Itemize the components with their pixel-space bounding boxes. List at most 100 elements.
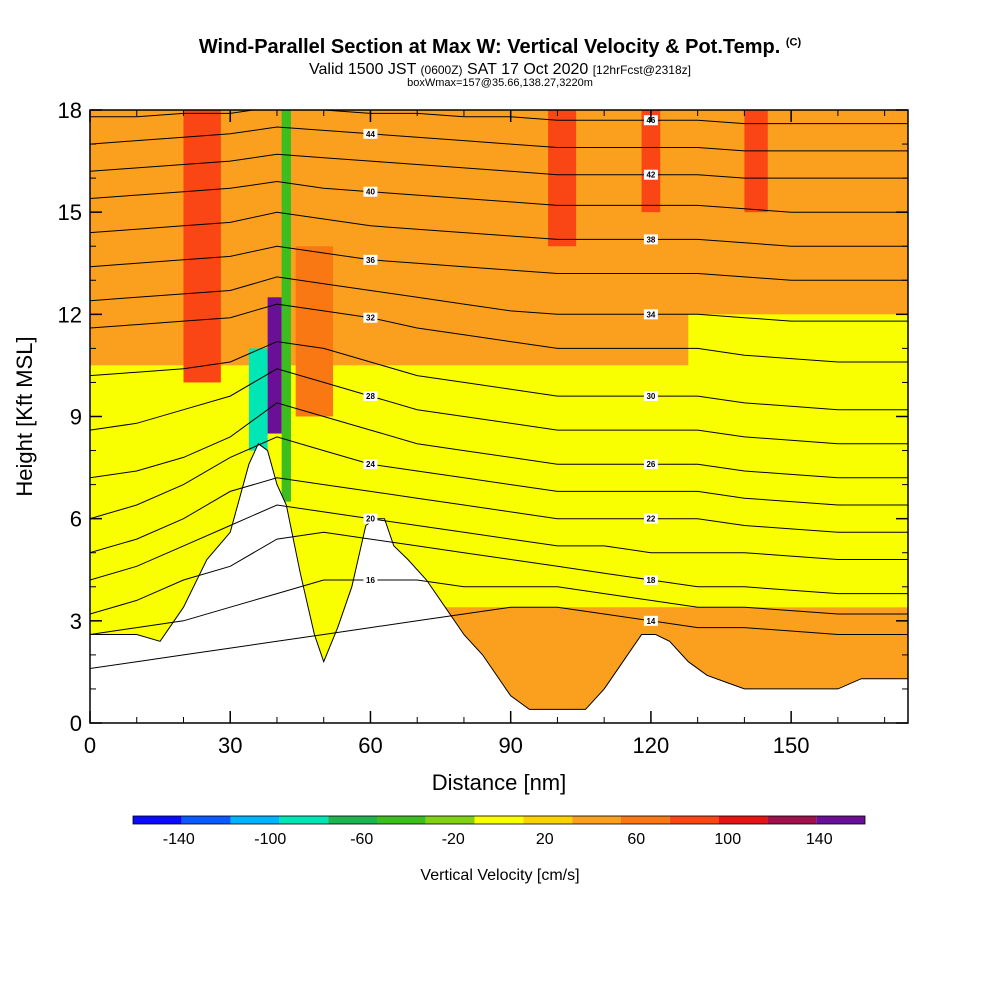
colorbar-label-0: -140	[163, 831, 195, 848]
colorbar-swatch-12	[718, 816, 768, 824]
theta-contour-46	[90, 110, 908, 125]
theta-contour-label-36: 36	[363, 254, 378, 265]
svg-text:34: 34	[646, 310, 655, 319]
y-tick-label-12: 12	[58, 302, 82, 327]
theta-contour-34	[90, 276, 908, 322]
theta-contour-36	[90, 245, 908, 281]
theta-contours: 1416182022242628303234363840424446	[90, 110, 908, 669]
colorbar-swatch-11	[669, 816, 719, 824]
colorbar-label-6: 100	[714, 831, 741, 848]
svg-text:32: 32	[366, 314, 375, 323]
svg-text:30: 30	[646, 392, 655, 401]
chart-subtitle: Valid 1500 JST (0600Z) SAT 17 Oct 2020 […	[309, 61, 691, 78]
colorbar-swatch-1	[181, 816, 231, 824]
theta-contour-38	[90, 211, 908, 247]
theta-contour-26	[90, 402, 908, 479]
colorbar-swatch-14	[816, 816, 865, 824]
chart-title: Wind-Parallel Section at Max W: Vertical…	[198, 36, 802, 58]
colorbar-label-7: 140	[806, 831, 833, 848]
colorbar-swatch-2	[230, 816, 280, 824]
velocity-region-7	[744, 110, 768, 213]
svg-text:24: 24	[366, 460, 375, 469]
theta-contour-label-14: 14	[643, 615, 658, 626]
colorbar-title: Vertical Velocity [cm/s]	[420, 867, 579, 884]
terrain-layer	[89, 442, 909, 724]
theta-contour-label-32: 32	[363, 312, 378, 323]
svg-text:36: 36	[366, 256, 375, 265]
terrain	[89, 442, 909, 724]
theta-contour-label-22: 22	[643, 513, 658, 524]
colorbar-swatch-13	[767, 816, 817, 824]
theta-contour-28	[90, 368, 908, 445]
colorbar-label-1: -100	[254, 831, 286, 848]
svg-text:42: 42	[646, 171, 655, 180]
colorbar-swatch-0	[133, 816, 182, 824]
colorbar-swatch-4	[328, 816, 377, 824]
theta-contour-14	[90, 606, 908, 669]
theta-contour-18	[90, 531, 908, 615]
x-tick-label-120: 120	[633, 733, 670, 758]
svg-text:38: 38	[646, 235, 655, 244]
theta-contour-label-16: 16	[363, 574, 378, 585]
svg-text:16: 16	[366, 576, 375, 585]
colorbar-swatch-6	[425, 816, 475, 824]
theta-contour-label-30: 30	[643, 391, 658, 402]
colorbar-swatch-8	[523, 816, 573, 824]
x-tick-label-0: 0	[84, 733, 96, 758]
velocity-region-11	[688, 314, 908, 608]
theta-contour-42	[90, 153, 908, 179]
x-tick-label-60: 60	[358, 733, 382, 758]
y-tick-label-15: 15	[58, 200, 82, 225]
theta-contour-label-18: 18	[643, 574, 658, 585]
svg-text:40: 40	[366, 188, 375, 197]
theta-contour-30	[90, 341, 908, 411]
colorbar-swatch-10	[621, 816, 670, 824]
svg-text:20: 20	[366, 515, 375, 524]
theta-contour-label-40: 40	[363, 186, 378, 197]
velocity-region-8	[248, 348, 268, 451]
theta-contour-label-34: 34	[643, 309, 658, 320]
y-tick-label-6: 6	[70, 507, 82, 532]
theta-contour-label-42: 42	[643, 169, 658, 180]
theta-contour-label-44: 44	[363, 128, 378, 139]
velocity-region-3	[183, 110, 221, 383]
x-tick-label-90: 90	[498, 733, 522, 758]
x-tick-label-30: 30	[218, 733, 242, 758]
y-tick-label-9: 9	[70, 405, 82, 430]
colorbar-swatch-3	[279, 816, 329, 824]
svg-text:22: 22	[646, 515, 655, 524]
velocity-field	[90, 110, 908, 723]
y-tick-label-18: 18	[58, 98, 82, 123]
velocity-region-9	[267, 297, 282, 434]
x-axis-label: Distance [nm]	[432, 770, 567, 795]
svg-text:28: 28	[366, 392, 375, 401]
y-tick-label-0: 0	[70, 711, 82, 736]
colorbar-swatch-9	[572, 816, 621, 824]
theta-contour-label-28: 28	[363, 391, 378, 402]
theta-contour-label-24: 24	[363, 459, 378, 470]
theta-contour-40	[90, 180, 908, 213]
y-axis-label: Height [Kft MSL]	[12, 336, 37, 496]
copyright-mark: (C)	[785, 36, 802, 49]
colorbar-label-2: -60	[350, 831, 373, 848]
svg-text:44: 44	[366, 130, 375, 139]
svg-text:26: 26	[646, 460, 655, 469]
colorbar: -140 -100 -60 -20 20 60 100 140 Vertical Velocit…	[132, 815, 866, 884]
x-tick-label-150: 150	[773, 733, 810, 758]
velocity-region-4	[295, 246, 334, 417]
theta-contour-16	[90, 579, 908, 635]
velocity-region-5	[548, 110, 577, 247]
theta-contour-20	[90, 504, 908, 581]
theta-contour-32	[90, 303, 908, 363]
svg-text:14: 14	[646, 617, 655, 626]
colorbar-label-4: 20	[536, 831, 554, 848]
y-tick-label-3: 3	[70, 609, 82, 634]
theta-contour-label-38: 38	[643, 234, 658, 245]
theta-contour-24	[90, 436, 908, 520]
svg-text:18: 18	[646, 576, 655, 585]
colorbar-swatch-7	[474, 816, 524, 824]
chart-box-info: boxWmax=157@35.66,138.27,3220m	[407, 77, 593, 89]
colorbar-swatch-5	[377, 816, 426, 824]
